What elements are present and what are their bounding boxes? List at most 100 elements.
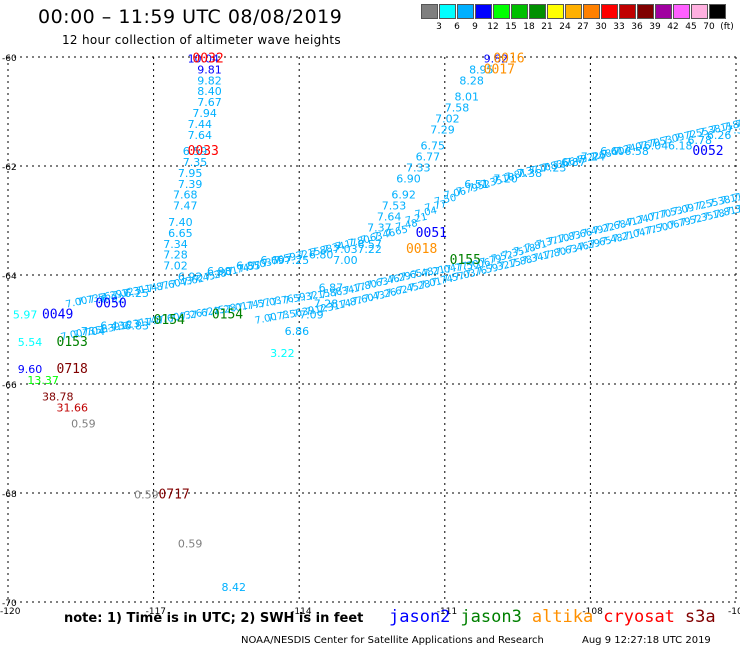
- legend-swatch: [655, 4, 672, 19]
- legend-label: 6: [454, 22, 460, 32]
- satellite-cryosat: cryosat: [603, 607, 675, 627]
- swh-track-value: 7.04: [414, 205, 438, 220]
- swh-track-value: 7.65: [589, 235, 613, 250]
- swh-track-value: 7.37: [516, 164, 540, 179]
- swh-track-value: 7.59: [273, 252, 297, 267]
- swh-track-value: 7.72: [674, 129, 698, 144]
- swh-value: 7.28: [314, 298, 339, 311]
- swh-track-value: 7.10: [528, 162, 552, 177]
- swh-value: 6.60: [600, 145, 625, 158]
- legend-swatch: [493, 4, 510, 19]
- swh-track-value: 7.56: [85, 324, 109, 339]
- legend-swatch: [709, 4, 726, 19]
- swh-track-value: 7.65: [399, 268, 423, 283]
- swh-track-value: 7.46: [372, 228, 396, 243]
- swh-track-value: 7.30: [734, 115, 740, 130]
- swh-value: 7.24: [581, 151, 606, 164]
- y-tick-label: -60: [2, 54, 17, 64]
- swh-value: 13.37: [27, 374, 59, 387]
- swh-value: 9.82: [197, 74, 222, 87]
- swh-value: 7.04: [81, 325, 106, 338]
- swh-track-value: 7.52: [490, 250, 514, 265]
- legend-swatch: [619, 4, 636, 19]
- y-tick-label: -62: [2, 163, 17, 173]
- swh-track-value: 7.31: [317, 301, 341, 316]
- swh-value: 7.38: [518, 167, 543, 180]
- swh-track-value: 7.10: [735, 200, 740, 215]
- swh-track-value: 7.45: [192, 271, 216, 286]
- swh-value: 6.26: [707, 129, 732, 142]
- swh-value: 7.40: [168, 216, 193, 229]
- swh-track-value: 7.88: [310, 243, 334, 258]
- swh-track-value: 7.53: [660, 205, 684, 220]
- swh-track-value: 7.38: [698, 124, 722, 139]
- swh-track-value: 7.55: [686, 126, 710, 141]
- swh-track-value: 7.81: [713, 205, 737, 220]
- swh-value: 7.95: [178, 167, 203, 180]
- swh-track-value: 7.12: [110, 319, 134, 334]
- swh-value: 7.3: [726, 123, 740, 136]
- note-text: note: 1) Time is in UTC; 2) SWH is in fe…: [64, 611, 364, 626]
- swh-track-value: 7.41: [601, 145, 625, 160]
- swh-value: 6.18: [668, 140, 693, 153]
- swh-value: 6.78: [687, 134, 712, 147]
- swh-track-value: 7.01: [225, 301, 249, 316]
- swh-value: 7.37: [367, 221, 392, 234]
- swh-track-value: 7.45: [202, 304, 226, 319]
- swh-track-value: 7.18: [492, 172, 516, 187]
- swh-value: 7.22: [357, 243, 382, 256]
- swh-value: 5.54: [18, 336, 42, 349]
- swh-track-value: 7.84: [722, 118, 740, 133]
- legend-label: 18: [523, 22, 535, 32]
- swh-value: 9.81: [197, 63, 222, 76]
- legend-label: 36: [631, 22, 643, 32]
- color-legend: [421, 4, 727, 19]
- swh-track-value: 7.32: [285, 249, 309, 264]
- swh-track-value: 7.72: [683, 200, 707, 215]
- swh-track-value: 7.87: [146, 280, 170, 295]
- swh-track-value: 7.35: [480, 175, 504, 190]
- swh-track-value: 7.57: [238, 260, 262, 275]
- swh-track-value: 7.63: [360, 231, 384, 246]
- swh-value: 7.35: [183, 156, 208, 169]
- swh-track-value: 7.80: [354, 279, 378, 294]
- swh-value: 8.40: [197, 85, 222, 98]
- swh-track-value: 7.21: [422, 264, 446, 279]
- swh-track-value: 7.68: [589, 148, 613, 163]
- swh-track-value: 7.14: [328, 298, 352, 313]
- swh-track-value: 7.52: [467, 179, 491, 194]
- swh-track-value: 7.32: [295, 290, 319, 305]
- legend-swatch: [439, 4, 456, 19]
- swh-track-value: 7.39: [98, 321, 122, 336]
- swh-track-value: 7.09: [662, 132, 686, 147]
- swh-track-value: 7.09: [671, 203, 695, 218]
- swh-track-value: 7.48: [395, 218, 419, 233]
- swh-value: 6.25: [124, 287, 149, 300]
- swh-value: 8.95: [469, 63, 494, 76]
- legend-swatch: [547, 4, 564, 19]
- swh-track-value: 7.00: [65, 295, 89, 310]
- swh-track-value: 7.17: [532, 249, 556, 264]
- swh-value: 6.87: [561, 156, 586, 169]
- swh-track-value: 7.28: [408, 279, 432, 294]
- swh-track-value: 7.45: [396, 282, 420, 297]
- footer-credit: NOAA/NESDIS Center for Satellite Applica…: [241, 635, 544, 646]
- swh-value: 6.75: [421, 140, 446, 153]
- legend-swatch: [511, 4, 528, 19]
- legend-label: 42: [667, 22, 679, 32]
- swh-track-value: 7.52: [679, 213, 703, 228]
- legend-label: 45: [685, 22, 697, 32]
- swh-track-value: 7.26: [374, 287, 398, 302]
- swh-track-value: 7.35: [691, 211, 715, 226]
- swh-track-value: 7.18: [513, 243, 537, 258]
- swh-value: 6.85: [236, 260, 261, 273]
- legend-label: 3: [436, 22, 442, 32]
- swh-value: 9.60: [18, 363, 42, 376]
- swh-value: 6.98: [207, 265, 232, 278]
- swh-track-value: 7.60: [157, 312, 181, 327]
- swh-track-value: 7.38: [708, 194, 732, 209]
- swh-track-value: 7.83: [540, 159, 564, 174]
- legend-label: 27: [577, 22, 589, 32]
- swh-track-value: 7.63: [365, 276, 389, 291]
